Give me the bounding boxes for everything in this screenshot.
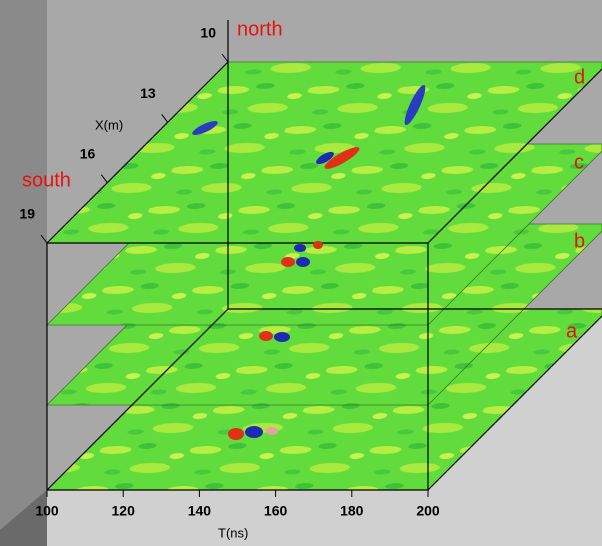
position-tick-label: 16 xyxy=(80,145,96,161)
slice-label: b xyxy=(574,230,585,252)
slice-label: d xyxy=(574,66,585,88)
time-tick-label: 200 xyxy=(416,503,440,519)
south-label: south xyxy=(22,169,71,191)
slice-label: a xyxy=(566,320,578,342)
slice-label: c xyxy=(574,151,584,173)
north-label: north xyxy=(237,18,283,40)
position-tick-label: 19 xyxy=(19,206,35,222)
position-tick-label: 13 xyxy=(140,85,156,101)
time-tick-label: 100 xyxy=(35,503,59,519)
left-wall xyxy=(0,0,47,546)
position-axis-title: X(m) xyxy=(95,117,123,132)
time-axis-title: T(ns) xyxy=(218,525,248,540)
position-tick-label: 10 xyxy=(200,25,216,41)
chart: north south X(m) T(ns) a b c d 100 120 140 160 1… xyxy=(0,0,602,546)
time-tick-label: 180 xyxy=(340,503,364,519)
time-tick-label: 160 xyxy=(264,503,288,519)
time-tick-label: 140 xyxy=(188,503,212,519)
time-tick-label: 120 xyxy=(112,503,136,519)
